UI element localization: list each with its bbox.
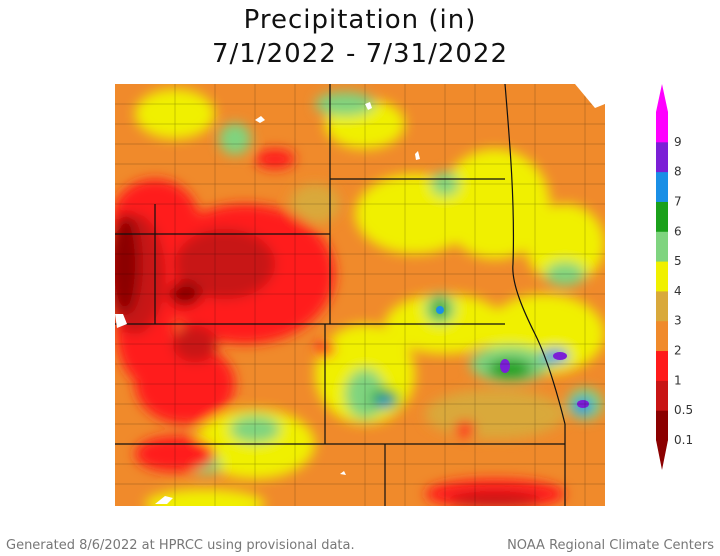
legend-swatch [656, 112, 668, 143]
legend-swatch [656, 410, 668, 441]
legend-swatch [656, 320, 668, 352]
legend-label: 4 [674, 284, 682, 298]
legend-swatch [656, 231, 668, 262]
precipitation-map [115, 84, 605, 506]
legend-swatch [656, 171, 668, 202]
legend-label: 9 [674, 135, 682, 149]
legend-swatch [656, 201, 668, 232]
blue-spot [436, 306, 444, 314]
precipitation-legend: 0.1 0.5 1 2 3 4 5 6 7 8 9 [656, 84, 693, 470]
county-grid [115, 84, 605, 506]
generated-note: Generated 8/6/2022 at HPRCC using provis… [6, 538, 355, 553]
legend-label: 5 [674, 254, 682, 268]
water-bodies [115, 84, 605, 504]
legend-arrow-bottom [656, 440, 668, 470]
legend-label: 7 [674, 194, 682, 208]
source-credit: NOAA Regional Climate Centers [507, 538, 714, 553]
legend-swatch [656, 261, 668, 292]
legend-labels: 0.1 0.5 1 2 3 4 5 6 7 8 9 [674, 135, 693, 447]
legend-label: 8 [674, 165, 682, 179]
legend-color-bar [656, 84, 668, 470]
legend-swatch [656, 350, 668, 381]
legend-swatch [656, 141, 668, 173]
legend-swatch [656, 290, 668, 322]
legend-label: 1 [674, 373, 682, 387]
legend-label: 6 [674, 224, 682, 238]
legend-label: 3 [674, 314, 682, 328]
legend-label: 0.5 [674, 403, 693, 417]
purple-spot [553, 352, 567, 360]
map-date-range: 7/1/2022 - 7/31/2022 [212, 39, 508, 69]
legend-arrow-top [656, 84, 668, 112]
state-boundaries [115, 84, 566, 506]
purple-spot [500, 359, 510, 373]
map-title: Precipitation (in) [243, 5, 477, 35]
legend-label: 0.1 [674, 433, 693, 447]
purple-spot [577, 400, 589, 408]
legend-swatch [656, 380, 668, 411]
legend-label: 2 [674, 344, 682, 358]
